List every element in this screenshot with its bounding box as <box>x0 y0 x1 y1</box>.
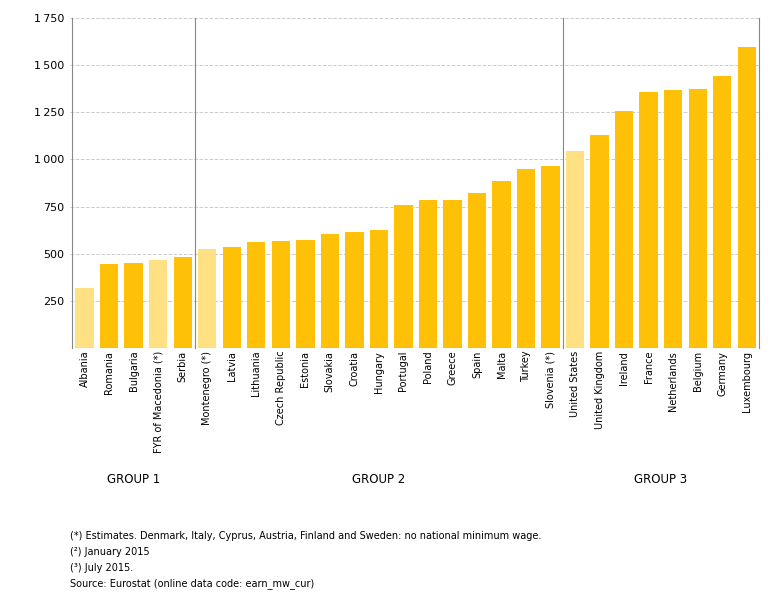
Bar <box>394 205 413 348</box>
Bar <box>124 263 143 348</box>
Bar <box>419 200 437 348</box>
Bar <box>517 169 535 348</box>
Bar <box>737 47 756 348</box>
Bar <box>615 110 633 348</box>
Bar <box>321 234 339 348</box>
Text: (³) July 2015.: (³) July 2015. <box>70 563 133 573</box>
Bar <box>566 151 584 348</box>
Bar <box>370 230 388 348</box>
Bar <box>493 181 510 348</box>
Bar <box>272 241 290 348</box>
Bar <box>591 134 609 348</box>
Bar <box>688 89 707 348</box>
Bar <box>75 288 94 348</box>
Text: Source: Eurostat (online data code: earn_mw_cur): Source: Eurostat (online data code: earn… <box>70 578 314 589</box>
Bar <box>222 247 241 348</box>
Bar <box>247 242 266 348</box>
Bar <box>444 200 462 348</box>
Text: GROUP 2: GROUP 2 <box>352 473 406 486</box>
Bar <box>296 241 315 348</box>
Bar <box>639 92 658 348</box>
Text: GROUP 3: GROUP 3 <box>634 473 688 486</box>
Text: (²) January 2015: (²) January 2015 <box>70 547 149 557</box>
Bar <box>468 193 486 348</box>
Bar <box>149 260 167 348</box>
Bar <box>173 257 192 348</box>
Bar <box>345 232 364 348</box>
Text: GROUP 1: GROUP 1 <box>107 473 160 486</box>
Bar <box>100 264 118 348</box>
Bar <box>198 250 217 348</box>
Text: (*) Estimates. Denmark, Italy, Cyprus, Austria, Finland and Sweden: no national : (*) Estimates. Denmark, Italy, Cyprus, A… <box>70 531 542 541</box>
Bar <box>713 76 731 348</box>
Bar <box>542 166 559 348</box>
Bar <box>664 90 682 348</box>
